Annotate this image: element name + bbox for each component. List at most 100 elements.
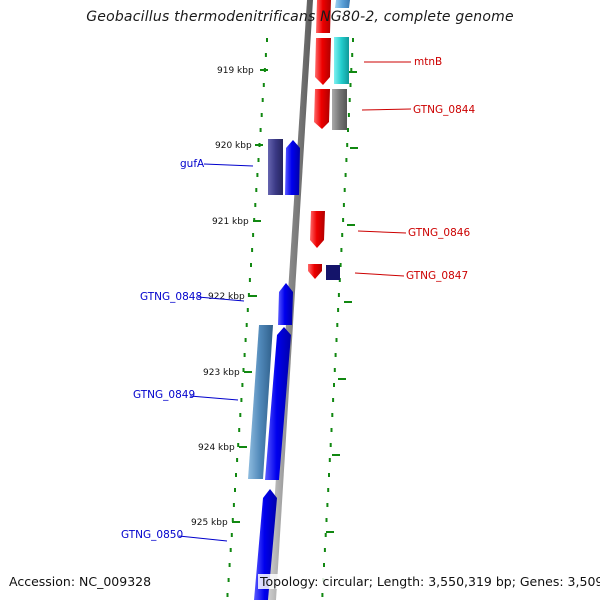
guide-dot (237, 443, 240, 447)
guide-dot (228, 563, 231, 567)
guide-dot (352, 38, 354, 42)
guide-dot (343, 188, 346, 192)
guide-dot (335, 338, 338, 342)
guide-dot (240, 398, 243, 402)
gene-arrow[interactable] (335, 0, 350, 8)
kbp-tick-label: 921 kbp (212, 217, 249, 227)
guide-dot (345, 158, 348, 162)
connector-GTNG_0847 (354, 272, 405, 277)
kbp-tick-label: 924 kbp (198, 443, 235, 453)
genome-title: Geobacillus thermodenitrificans NG80-2, … (86, 9, 514, 25)
gene-GTNG_0844-arrow[interactable] (314, 89, 330, 129)
guide-dot (250, 263, 252, 267)
guide-dot (252, 233, 255, 237)
guide-dot (333, 368, 336, 372)
gene-gufA-arrow[interactable] (285, 140, 300, 195)
guide-dot (332, 398, 335, 402)
kbp-tick-label: 919 kbp (217, 66, 254, 76)
guide-dot (235, 473, 237, 477)
gene-label-GTNG_0849[interactable]: GTNG_0849 (133, 389, 195, 401)
gene-label-GTNG_0847[interactable]: GTNG_0847 (406, 270, 468, 282)
connector-GTNG_0844 (361, 108, 412, 111)
guide-dot (230, 533, 233, 537)
guide-dot (234, 488, 236, 492)
guide-dot (339, 263, 342, 267)
kbp-tick-label: 923 kbp (203, 368, 240, 378)
gene-navy-block[interactable] (326, 265, 340, 280)
guide-dot (328, 473, 330, 477)
guide-dot (244, 338, 247, 342)
guide-dot (256, 173, 259, 177)
guide-dot (262, 83, 265, 87)
gene-label-gufA[interactable]: gufA (180, 158, 205, 170)
guide-dot (348, 98, 351, 102)
guide-dot (324, 533, 327, 537)
gene-cyan-block[interactable] (334, 37, 349, 84)
guide-dot (261, 98, 264, 102)
guide-dot (329, 443, 332, 447)
guide-dot (245, 323, 248, 327)
guide-dot (331, 413, 334, 417)
accession-label: Accession: NC_009328 (9, 574, 152, 589)
kbp-tick-label: 920 kbp (215, 141, 252, 151)
kbp-tick-label: 922 kbp (208, 292, 245, 302)
guide-dot (342, 218, 345, 222)
gene-GTNG_0850-arrow[interactable] (254, 489, 277, 600)
gene-GTNG_0846-arrow[interactable] (310, 211, 325, 248)
guide-dot (323, 548, 326, 552)
guide-dot (349, 83, 352, 87)
guide-dot (257, 158, 260, 162)
guide-dot (232, 503, 235, 507)
guide-dot (325, 518, 328, 522)
guide-dot (336, 323, 339, 327)
guide-dot (259, 128, 262, 132)
guide-dot (347, 128, 349, 132)
guide-dot (323, 563, 325, 567)
gene-steel-block[interactable] (248, 325, 273, 479)
guide-dot (229, 548, 232, 552)
gene-label-GTNG_0848[interactable]: GTNG_0848 (140, 291, 202, 303)
guide-dot (247, 293, 250, 297)
guide-dot (334, 353, 337, 357)
guide-dot (337, 308, 340, 312)
guide-dot (330, 428, 333, 432)
gene-label-GTNG_0846[interactable]: GTNG_0846 (408, 227, 470, 239)
connector-GTNG_0846 (357, 230, 407, 234)
gene-GTNG_0847-arrow[interactable] (308, 264, 322, 279)
connector-GTNG_0848 (197, 296, 245, 302)
gene-label-mtnB[interactable]: mtnB (414, 56, 442, 68)
guide-dot (236, 458, 239, 462)
guide-dot (333, 383, 335, 387)
guide-dot (260, 113, 263, 117)
gene-mtnB-arrow[interactable] (316, 0, 331, 33)
guide-dot (337, 293, 340, 297)
gene-navy-block[interactable] (268, 139, 283, 195)
guide-dot (241, 383, 244, 387)
guide-dot (242, 368, 245, 372)
guide-dot (226, 593, 229, 597)
guide-dot (254, 203, 257, 207)
connector-gufA (203, 163, 254, 167)
gene-label-GTNG_0850[interactable]: GTNG_0850 (121, 529, 183, 541)
guide-dot (346, 143, 349, 147)
gene-grey-block[interactable] (332, 89, 347, 130)
gene-label-GTNG_0844[interactable]: GTNG_0844 (413, 104, 475, 116)
guide-dot (248, 278, 251, 282)
gene-GTNG_0848-arrow[interactable] (278, 283, 293, 325)
guide-dot (231, 518, 234, 522)
guide-dot (327, 488, 330, 492)
guide-dot (321, 593, 324, 597)
gene-GTNG_0849-arrow[interactable] (265, 327, 291, 480)
kbp-ticks: 919 kbp 920 kbp 921 kbp 922 kbp 923 kbp … (191, 66, 268, 528)
gene-mtnB-arrow[interactable] (315, 38, 331, 85)
label-connectors (178, 61, 412, 542)
guide-dot (328, 458, 331, 462)
connector-GTNG_0850 (178, 535, 228, 542)
guide-dot (264, 53, 267, 57)
guide-dot (344, 173, 347, 177)
guide-dot (243, 353, 246, 357)
guide-dot (266, 38, 268, 42)
guide-dot (239, 413, 242, 417)
topology-summary: Topology: circular; Length: 3,550,319 bp… (258, 574, 600, 589)
